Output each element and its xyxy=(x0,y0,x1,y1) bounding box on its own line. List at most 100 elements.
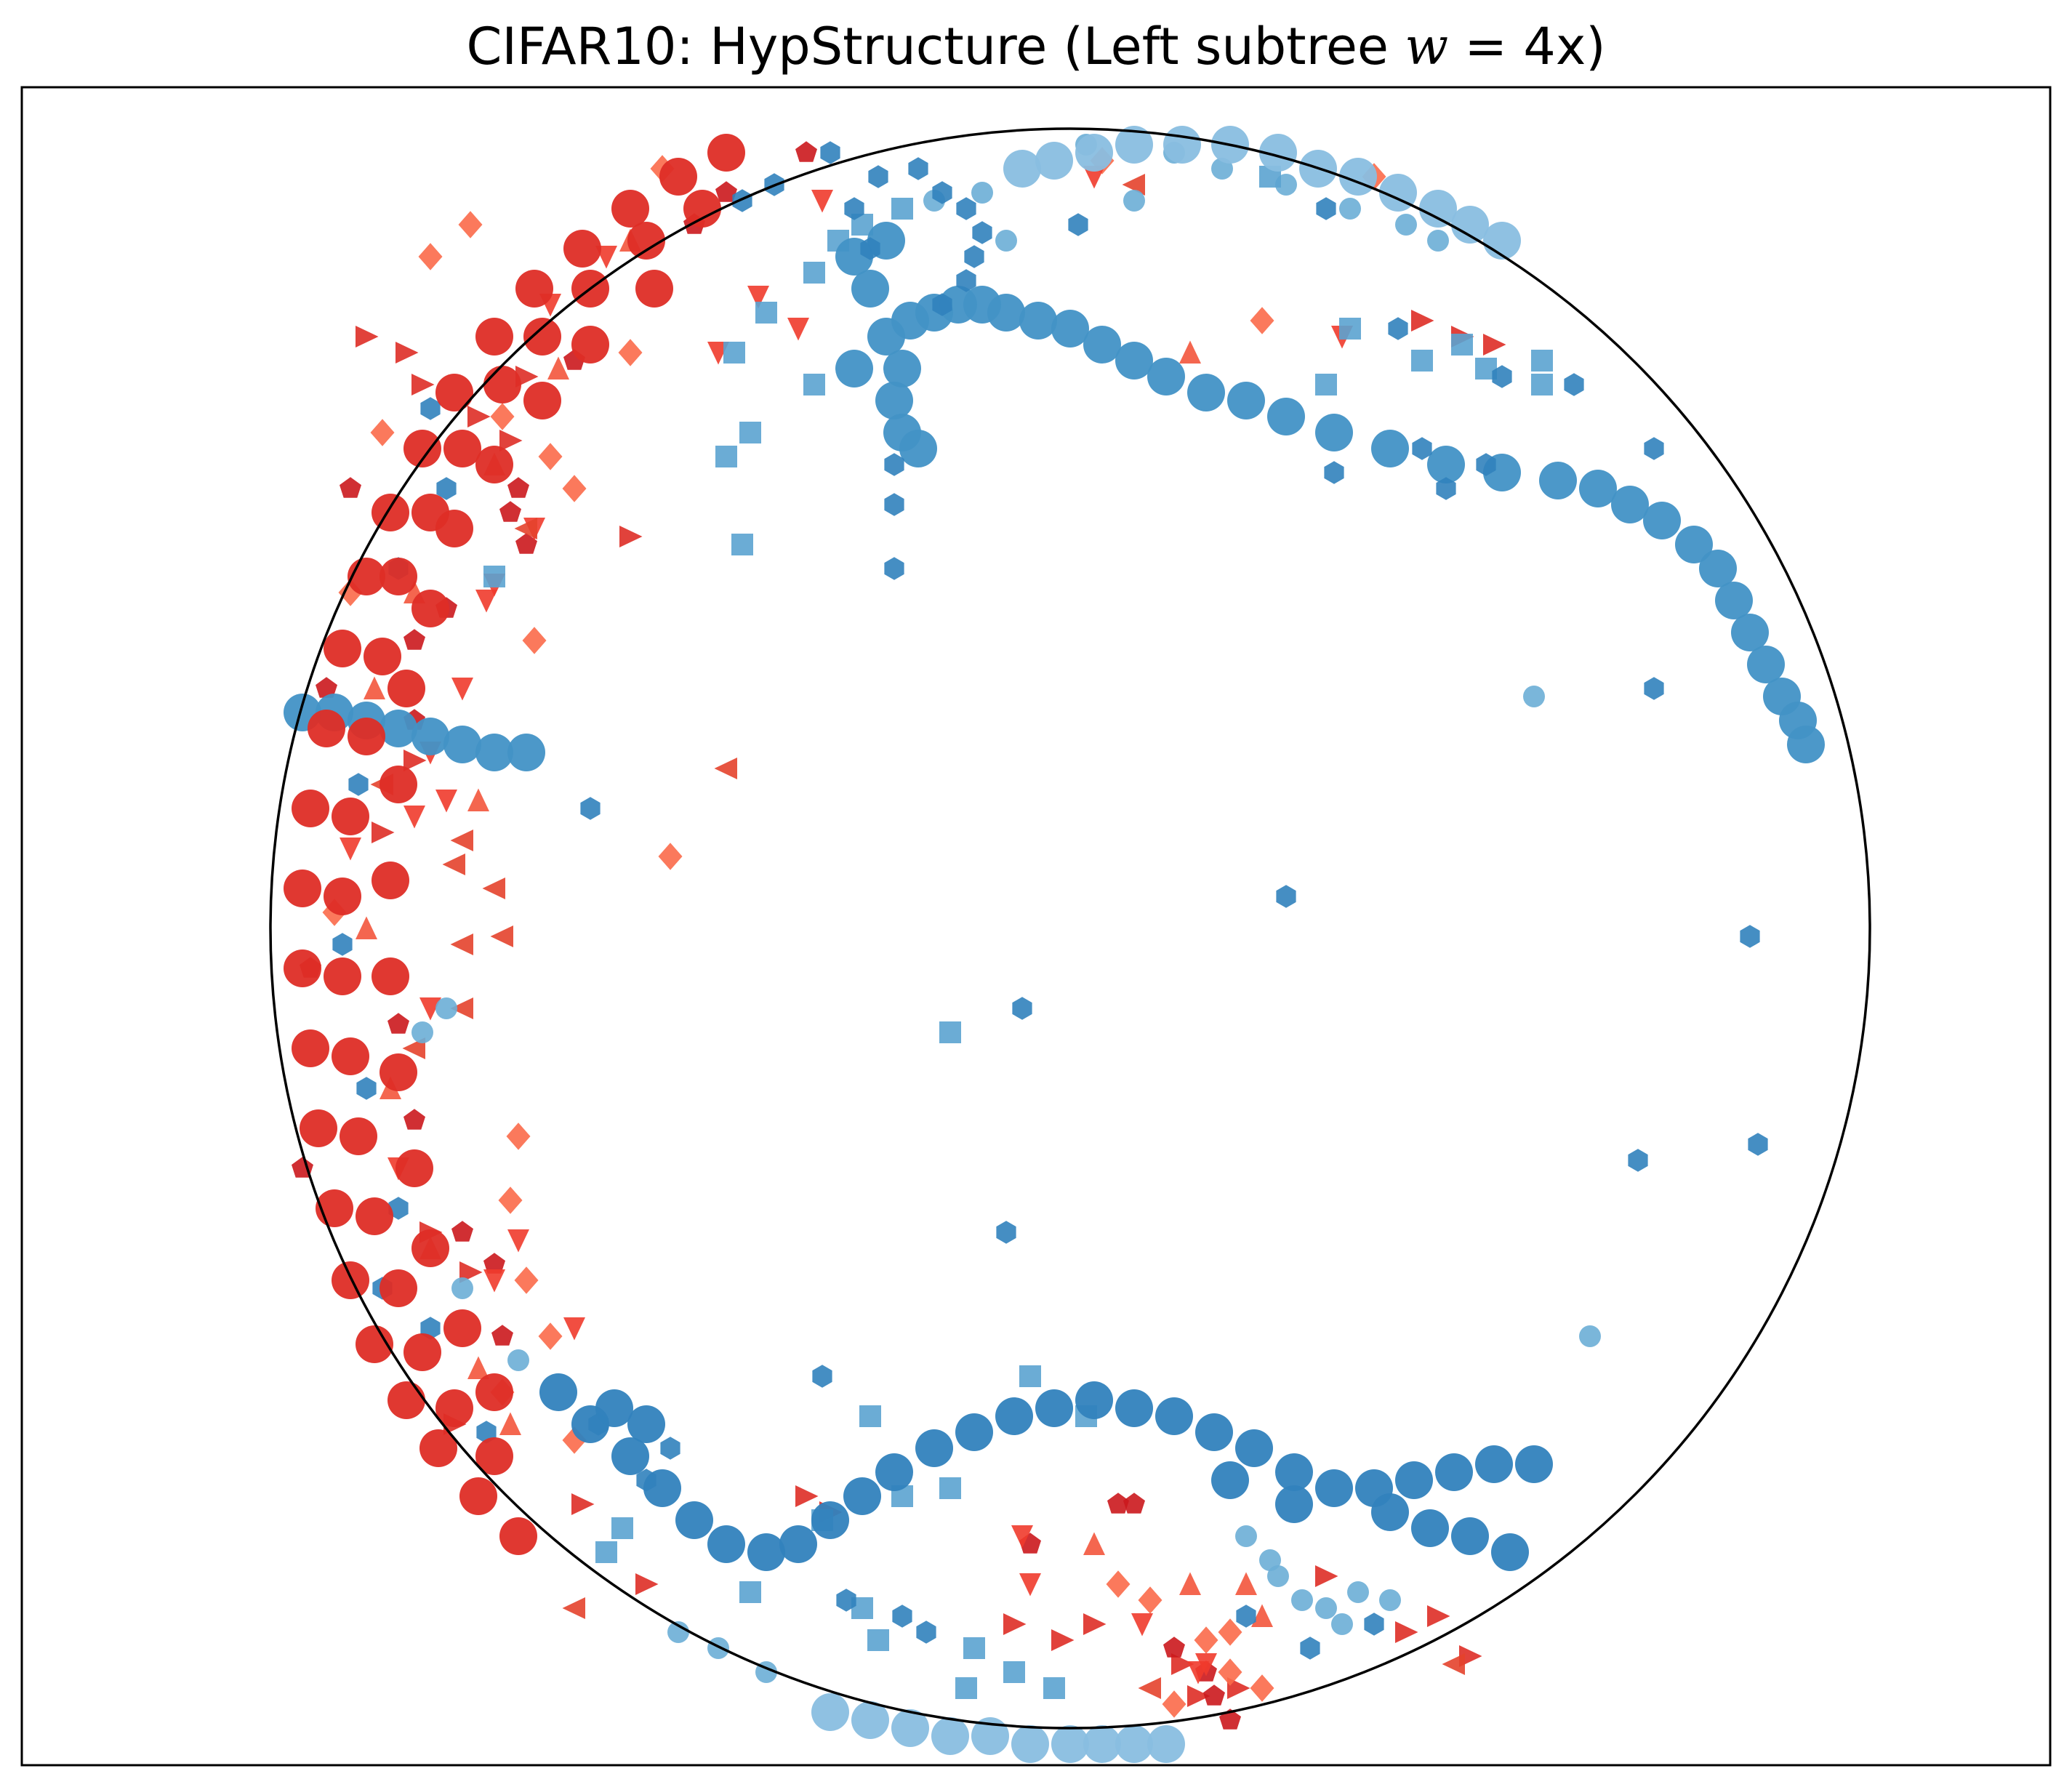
data-point xyxy=(483,366,521,403)
data-point xyxy=(403,1333,441,1371)
data-point xyxy=(932,293,952,316)
data-point xyxy=(443,726,481,763)
data-point xyxy=(499,1412,521,1435)
data-point xyxy=(475,1373,513,1411)
data-point xyxy=(563,1317,585,1341)
data-point xyxy=(402,1037,425,1059)
data-point xyxy=(356,1077,377,1100)
data-point xyxy=(411,374,435,395)
data-point xyxy=(459,1477,497,1515)
data-point xyxy=(419,997,441,1021)
data-point xyxy=(364,638,401,675)
data-point xyxy=(1515,1445,1553,1483)
data-point xyxy=(1315,1597,1337,1619)
data-point xyxy=(1122,174,1145,196)
data-point xyxy=(324,630,361,667)
data-point xyxy=(1411,350,1433,372)
data-point xyxy=(1179,1572,1201,1595)
data-point xyxy=(1003,150,1041,188)
data-point xyxy=(835,350,873,387)
chart-title: CIFAR10: HypStructure (Left subtree w = … xyxy=(466,17,1606,76)
data-point xyxy=(1083,1532,1105,1555)
data-point xyxy=(971,1717,1009,1755)
data-point xyxy=(499,501,521,522)
data-point xyxy=(372,957,409,995)
data-point xyxy=(356,916,377,939)
data-point xyxy=(459,1261,483,1283)
data-point xyxy=(332,798,369,835)
data-point xyxy=(899,430,937,467)
data-point xyxy=(1068,213,1088,236)
data-point xyxy=(1451,334,1473,356)
data-point xyxy=(562,1597,585,1619)
series-10 xyxy=(332,141,1768,1660)
data-point xyxy=(1748,1133,1768,1156)
data-point xyxy=(1218,1618,1242,1646)
data-point xyxy=(1083,1725,1121,1763)
data-point xyxy=(1115,342,1153,380)
data-point xyxy=(348,718,385,755)
data-point xyxy=(539,1373,577,1411)
data-point xyxy=(395,1149,433,1187)
data-point xyxy=(715,181,737,202)
data-point xyxy=(1347,1581,1369,1603)
data-point xyxy=(611,1437,649,1475)
data-point xyxy=(284,870,321,907)
data-point xyxy=(667,1621,689,1643)
data-point xyxy=(507,1229,529,1253)
data-point xyxy=(372,862,409,899)
data-point xyxy=(1435,1453,1473,1491)
data-point xyxy=(388,1197,409,1220)
data-point xyxy=(403,806,425,829)
data-point xyxy=(875,1453,913,1491)
data-point xyxy=(308,710,345,747)
data-point xyxy=(1412,437,1432,460)
data-point xyxy=(1194,1626,1218,1654)
data-point xyxy=(300,1109,337,1147)
data-point xyxy=(1436,477,1456,500)
data-point xyxy=(1106,1570,1131,1598)
data-point xyxy=(1179,340,1201,364)
data-point xyxy=(515,270,553,308)
data-point xyxy=(1644,677,1664,700)
data-point xyxy=(458,211,483,238)
data-point xyxy=(418,243,443,270)
data-point xyxy=(739,1581,761,1603)
data-point xyxy=(1275,1453,1313,1491)
data-point xyxy=(1475,1445,1513,1483)
data-point xyxy=(451,1221,473,1242)
data-point xyxy=(380,766,417,803)
data-point xyxy=(563,230,601,268)
data-point xyxy=(356,1325,393,1363)
data-point xyxy=(538,1322,563,1350)
data-point xyxy=(851,270,889,308)
data-point xyxy=(811,1501,849,1539)
data-point xyxy=(435,374,473,411)
data-point xyxy=(538,443,563,470)
data-point xyxy=(1531,374,1553,395)
data-point xyxy=(955,1677,977,1699)
series-5 xyxy=(370,174,1465,1699)
data-point xyxy=(523,318,561,356)
data-point xyxy=(1115,1725,1153,1763)
data-point xyxy=(915,1429,953,1467)
data-point xyxy=(380,710,417,747)
data-point xyxy=(932,181,952,204)
data-point xyxy=(332,933,353,956)
data-point xyxy=(820,141,840,164)
data-point xyxy=(916,1621,936,1644)
data-point xyxy=(324,957,361,995)
data-point xyxy=(939,1477,961,1499)
data-point xyxy=(1379,1589,1401,1611)
data-point xyxy=(660,1437,680,1460)
data-point xyxy=(618,339,643,366)
data-point xyxy=(292,790,329,827)
data-point xyxy=(811,1693,849,1731)
data-point xyxy=(956,269,976,292)
data-point xyxy=(1492,365,1512,388)
data-point xyxy=(411,718,449,755)
data-point xyxy=(491,1325,513,1346)
data-point xyxy=(1019,1365,1041,1387)
data-point xyxy=(411,1021,433,1043)
data-point xyxy=(787,318,809,341)
